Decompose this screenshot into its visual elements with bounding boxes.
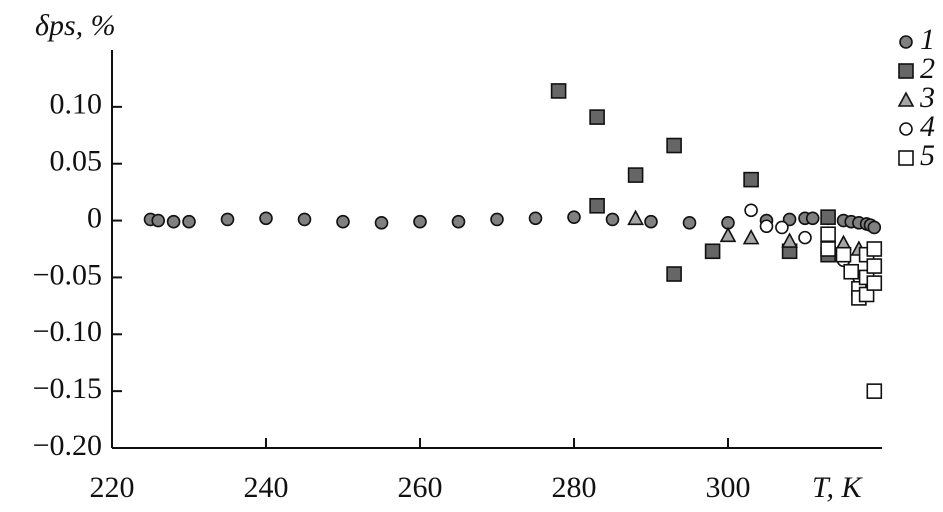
point [336, 214, 350, 229]
point [451, 214, 466, 229]
point [490, 212, 504, 227]
point [567, 210, 581, 224]
point [605, 212, 620, 227]
legend-marker [899, 35, 913, 49]
point [182, 214, 196, 229]
point [528, 211, 543, 226]
legend-label: 5 [920, 139, 935, 172]
point [259, 211, 273, 226]
point [151, 213, 165, 228]
point [682, 216, 697, 230]
point [843, 263, 860, 280]
point [644, 214, 658, 229]
x-tick-label: 280 [552, 471, 597, 504]
point [820, 226, 836, 243]
point [719, 226, 737, 243]
point [759, 219, 774, 234]
point [820, 241, 836, 257]
point [867, 220, 882, 235]
legend-marker [899, 122, 913, 136]
legend-label: 2 [920, 52, 935, 85]
point [666, 137, 682, 154]
legend-marker [897, 91, 915, 107]
x-tick-label: 300 [706, 471, 751, 504]
y-tick-label: −0.10 [33, 315, 102, 348]
point [220, 212, 235, 227]
point [835, 246, 852, 263]
point [627, 209, 644, 226]
x-tick-label: 260 [398, 471, 443, 504]
point [805, 211, 820, 226]
legend-label: 4 [920, 110, 935, 143]
point [866, 241, 883, 257]
point [413, 214, 427, 229]
point [743, 171, 759, 188]
point [866, 275, 883, 291]
x-tick-label: 220 [90, 471, 135, 504]
point [866, 383, 883, 399]
point [782, 212, 797, 227]
legend-marker [898, 63, 914, 79]
point [744, 203, 758, 218]
point [781, 232, 798, 248]
legend-label: 3 [919, 81, 935, 114]
y-tick-label: −0.15 [33, 372, 102, 405]
legend-label: 1 [920, 23, 935, 56]
point [820, 209, 836, 225]
point [666, 266, 682, 282]
y-tick-label: 0 [87, 201, 102, 234]
x-axis-title: T, K [812, 471, 863, 504]
point [798, 230, 812, 245]
y-tick-label: 0.05 [50, 145, 103, 178]
legend-marker [898, 150, 914, 166]
point [866, 258, 883, 274]
point [374, 216, 389, 230]
y-axis-title: δps, % [35, 9, 116, 42]
point [627, 167, 644, 183]
point [297, 212, 312, 227]
y-tick-label: 0.10 [50, 88, 103, 121]
point [742, 228, 760, 245]
point [166, 214, 181, 229]
point [775, 220, 789, 235]
y-tick-label: −0.05 [33, 258, 102, 291]
y-tick-label: −0.20 [33, 429, 102, 462]
point [589, 109, 605, 125]
x-tick-label: 240 [244, 471, 289, 504]
point [589, 197, 605, 214]
point [550, 83, 567, 99]
point [704, 243, 721, 260]
